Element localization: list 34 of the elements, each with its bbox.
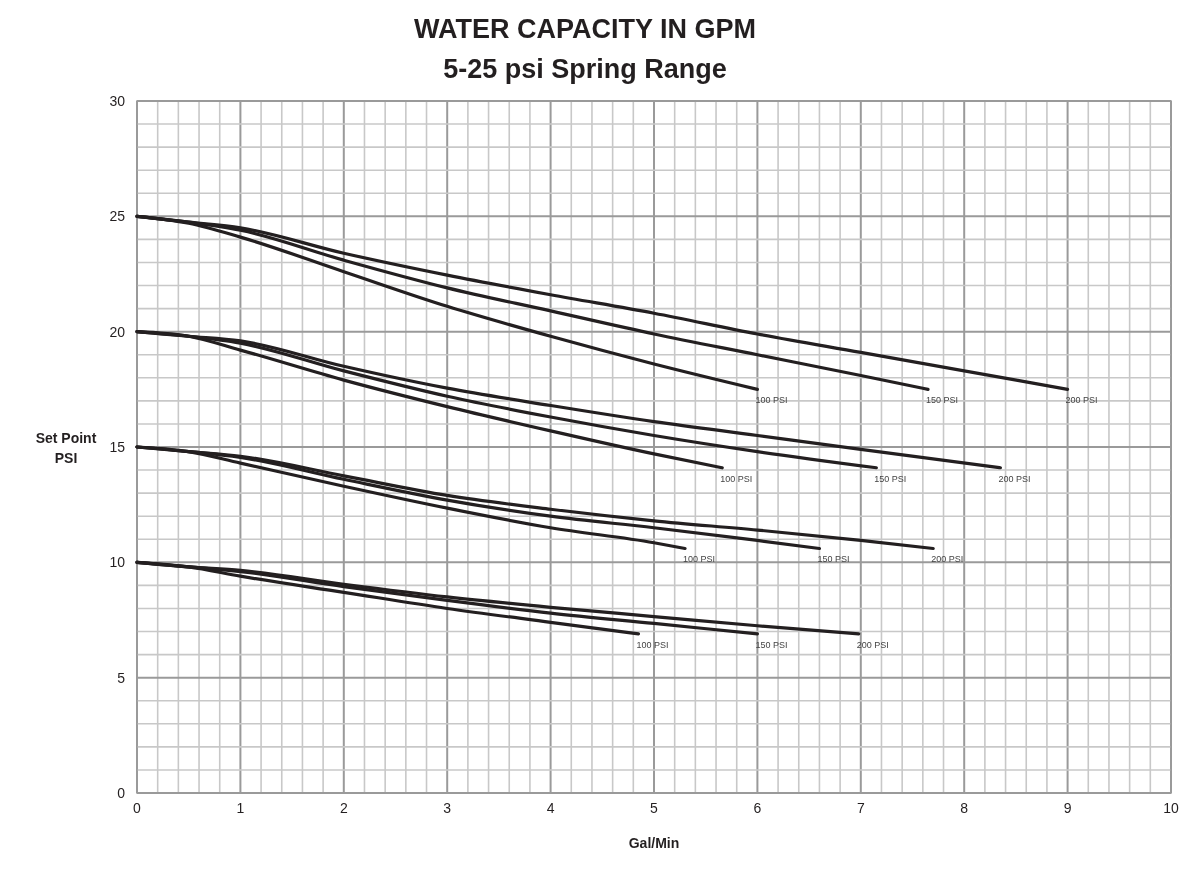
y-axis-title: Set Point PSI <box>35 430 97 466</box>
y-tick-label: 15 <box>109 439 126 455</box>
x-tick-label: 0 <box>133 800 142 816</box>
y-tick-label: 25 <box>109 208 126 225</box>
series-label: 150 PSI <box>874 473 907 484</box>
x-tick-label: 1 <box>236 800 245 816</box>
x-tick-label: 3 <box>443 800 452 816</box>
series-label: 200 PSI <box>856 639 889 650</box>
y-tick-label: 0 <box>117 785 126 801</box>
x-tick-label: 6 <box>753 800 762 816</box>
series-label: 100 PSI <box>720 473 753 484</box>
series-label: 100 PSI <box>636 639 669 650</box>
x-tick-label: 5 <box>650 800 659 816</box>
x-tick-label: 8 <box>960 800 969 816</box>
series-label: 200 PSI <box>998 473 1031 484</box>
series-label: 150 PSI <box>926 395 959 406</box>
x-tick-label: 2 <box>339 800 348 816</box>
series-label: 150 PSI <box>817 554 850 565</box>
x-tick-label: 4 <box>546 800 555 816</box>
x-tick-label: 7 <box>856 800 865 816</box>
chart-subtitle: 5-25 psi Spring Range <box>443 54 727 84</box>
y-tick-label: 20 <box>109 323 126 340</box>
y-tick-label: 30 <box>109 93 126 109</box>
y-tick-label: 5 <box>117 669 126 686</box>
chart-title: WATER CAPACITY IN GPM <box>413 14 757 44</box>
series-label: 200 PSI <box>1065 395 1098 406</box>
series-label: 100 PSI <box>683 554 716 565</box>
series-label: 200 PSI <box>931 554 964 565</box>
x-axis-title: Gal/Min <box>628 835 680 851</box>
x-tick-label: 9 <box>1063 800 1072 816</box>
series-label: 150 PSI <box>755 639 788 650</box>
series-label: 100 PSI <box>755 395 788 406</box>
x-tick-label: 10 <box>1163 800 1179 816</box>
y-tick-label: 10 <box>109 554 126 571</box>
